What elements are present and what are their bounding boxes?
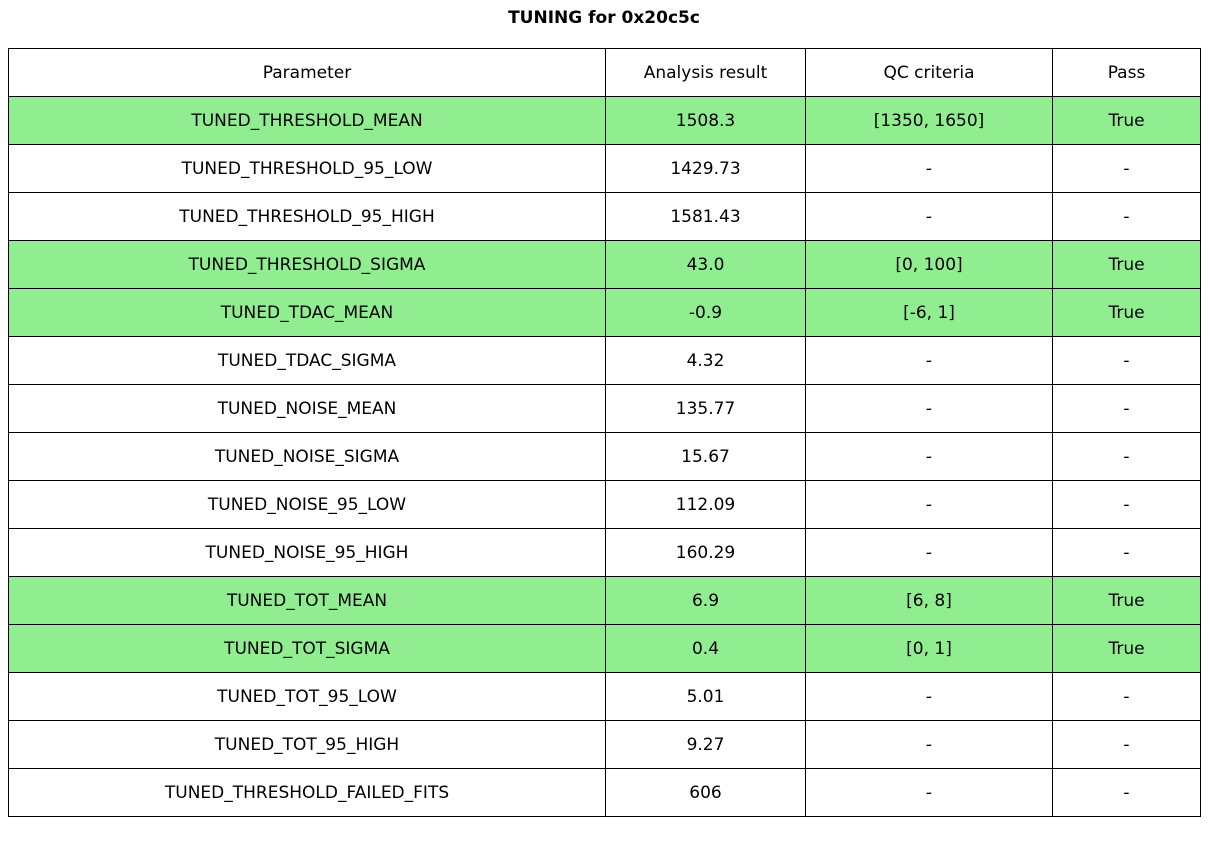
tuning-results-table: Parameter Analysis result QC criteria Pa… [8,48,1201,817]
table-row: TUNED_TDAC_MEAN -0.9 [-6, 1] True [8,288,1201,337]
cell-analysis-result: 1508.3 [605,96,806,145]
cell-qc-criteria: - [805,528,1053,577]
cell-qc-criteria: - [805,768,1053,817]
cell-parameter: TUNED_NOISE_SIGMA [8,432,606,481]
cell-analysis-result: 5.01 [605,672,806,721]
cell-analysis-result: 1429.73 [605,144,806,193]
cell-parameter: TUNED_TOT_MEAN [8,576,606,625]
cell-qc-criteria: - [805,336,1053,385]
cell-parameter: TUNED_NOISE_MEAN [8,384,606,433]
cell-parameter: TUNED_THRESHOLD_MEAN [8,96,606,145]
cell-parameter: TUNED_THRESHOLD_95_HIGH [8,192,606,241]
cell-analysis-result: 135.77 [605,384,806,433]
table-row: TUNED_THRESHOLD_MEAN 1508.3 [1350, 1650] Tr… [8,96,1201,145]
cell-pass: True [1052,96,1201,145]
cell-parameter: TUNED_TDAC_MEAN [8,288,606,337]
cell-analysis-result: 160.29 [605,528,806,577]
cell-parameter: TUNED_NOISE_95_HIGH [8,528,606,577]
cell-analysis-result: 9.27 [605,720,806,769]
col-header-parameter: Parameter [8,48,606,97]
col-header-pass: Pass [1052,48,1201,97]
table-row: TUNED_THRESHOLD_FAILED_FITS 606- - [8,768,1201,817]
cell-qc-criteria: - [805,480,1053,529]
cell-parameter: TUNED_THRESHOLD_95_LOW [8,144,606,193]
cell-pass: - [1052,528,1201,577]
cell-analysis-result: 606 [605,768,806,817]
cell-analysis-result: 4.32 [605,336,806,385]
cell-pass: True [1052,624,1201,673]
cell-pass: - [1052,480,1201,529]
table-row: TUNED_THRESHOLD_SIGMA 43.0 [0, 100] True [8,240,1201,289]
cell-analysis-result: 1581.43 [605,192,806,241]
cell-pass: True [1052,288,1201,337]
cell-parameter: TUNED_THRESHOLD_SIGMA [8,240,606,289]
cell-qc-criteria: - [805,192,1053,241]
col-header-analysis-result: Analysis result [605,48,806,97]
cell-qc-criteria: [-6, 1] [805,288,1053,337]
cell-pass: - [1052,432,1201,481]
cell-pass: True [1052,576,1201,625]
cell-analysis-result: 6.9 [605,576,806,625]
cell-qc-criteria: - [805,720,1053,769]
cell-parameter: TUNED_TOT_SIGMA [8,624,606,673]
cell-pass: - [1052,720,1201,769]
cell-parameter: TUNED_THRESHOLD_FAILED_FITS [8,768,606,817]
table-row: TUNED_NOISE_SIGMA 15.67- - [8,432,1201,481]
cell-qc-criteria: [6, 8] [805,576,1053,625]
cell-qc-criteria: [0, 100] [805,240,1053,289]
cell-parameter: TUNED_NOISE_95_LOW [8,480,606,529]
cell-analysis-result: 112.09 [605,480,806,529]
cell-qc-criteria: [0, 1] [805,624,1053,673]
cell-pass: - [1052,768,1201,817]
cell-qc-criteria: - [805,144,1053,193]
cell-qc-criteria: - [805,672,1053,721]
cell-parameter: TUNED_TDAC_SIGMA [8,336,606,385]
table-row: TUNED_THRESHOLD_95_LOW 1429.73- - [8,144,1201,193]
table-row: TUNED_TOT_95_LOW 5.01- - [8,672,1201,721]
page-title: TUNING for 0x20c5c [508,8,700,28]
cell-analysis-result: -0.9 [605,288,806,337]
cell-pass: - [1052,672,1201,721]
cell-parameter: TUNED_TOT_95_LOW [8,672,606,721]
cell-qc-criteria: [1350, 1650] [805,96,1053,145]
col-header-qc-criteria: QC criteria [805,48,1053,97]
cell-qc-criteria: - [805,432,1053,481]
table-row: TUNED_TOT_SIGMA 0.4 [0, 1] True [8,624,1201,673]
table-row: TUNED_NOISE_95_HIGH 160.29- - [8,528,1201,577]
table-row: TUNED_TDAC_SIGMA 4.32- - [8,336,1201,385]
cell-pass: True [1052,240,1201,289]
table-row: TUNED_TOT_MEAN 6.9 [6, 8] True [8,576,1201,625]
table-row: TUNED_NOISE_MEAN 135.77- - [8,384,1201,433]
cell-pass: - [1052,384,1201,433]
cell-parameter: TUNED_TOT_95_HIGH [8,720,606,769]
cell-pass: - [1052,144,1201,193]
cell-analysis-result: 0.4 [605,624,806,673]
cell-analysis-result: 43.0 [605,240,806,289]
cell-qc-criteria: - [805,384,1053,433]
cell-pass: - [1052,336,1201,385]
table-body: TUNED_THRESHOLD_MEAN 1508.3 [1350, 1650] Tr… [8,96,1201,817]
table-row: TUNED_THRESHOLD_95_HIGH 1581.43- - [8,192,1201,241]
cell-pass: - [1052,192,1201,241]
table-header-row: Parameter Analysis result QC criteria Pa… [8,48,1201,97]
table-row: TUNED_TOT_95_HIGH 9.27- - [8,720,1201,769]
cell-analysis-result: 15.67 [605,432,806,481]
table-row: TUNED_NOISE_95_LOW 112.09- - [8,480,1201,529]
